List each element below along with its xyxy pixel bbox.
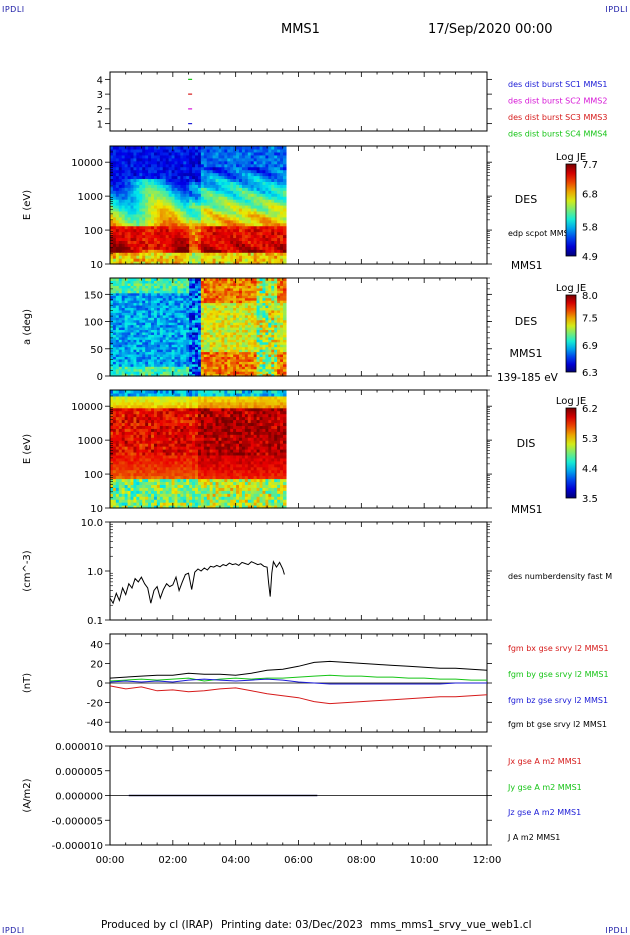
des-energy-panel-ytick-label: 10000	[71, 158, 103, 169]
des-energy-panel-colorbar	[566, 164, 576, 256]
burst-legend-1: des dist burst SC1 MMS1	[508, 80, 607, 89]
des-energy-panel-bottom-label: MMS1	[511, 260, 542, 272]
des-energy-panel-cell	[283, 146, 287, 150]
des-energy-panel-colorbar-tick: 7.7	[582, 160, 598, 171]
des-energy-panel-side-sublabel: edp scpot MMS1	[508, 229, 574, 238]
des-energy-panel-colorbar-tick: 4.9	[582, 252, 598, 263]
burst-legend-4: des dist burst SC4 MMS4	[508, 130, 607, 139]
burst-legend-3: des dist burst SC3 MMS3	[508, 113, 607, 122]
burst-panel-ytick-label: 4	[97, 75, 103, 86]
des-energy-panel-side-label: DES	[515, 193, 537, 206]
burst-legend-2: des dist burst SC2 MMS2	[508, 97, 607, 106]
burst-panel-ytick-label: 2	[97, 105, 103, 116]
des-energy-panel-ytick-label: 10	[90, 260, 103, 271]
des-energy-panel-colorbar-tick: 5.8	[582, 222, 598, 233]
des-pitch-panel-spectrogram	[110, 278, 287, 377]
des-energy-panel-colorbar-tick: 6.8	[582, 190, 598, 201]
des-energy-panel-spectrogram	[110, 146, 287, 265]
burst-panel-frame	[110, 72, 487, 131]
des-energy-panel-ylabel: E (eV)	[22, 190, 33, 220]
burst-panel-ytick-label: 1	[97, 120, 103, 131]
des-energy-panel-ytick-label: 100	[84, 226, 103, 237]
burst-panel-ytick-label: 3	[97, 90, 103, 101]
des-energy-panel-ytick-label: 1000	[78, 192, 103, 203]
